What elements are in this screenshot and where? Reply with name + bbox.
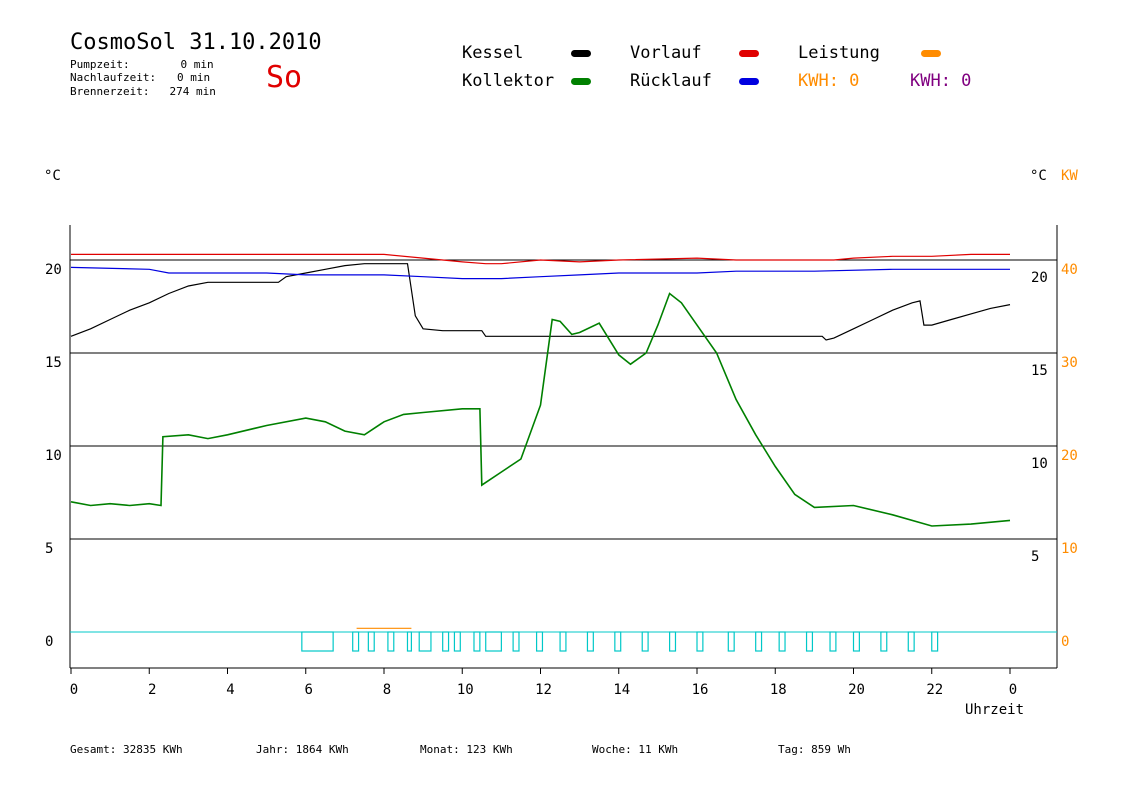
- x-tick-label: 22: [926, 682, 943, 698]
- pump-pulse: [418, 631, 432, 652]
- pump-pulse: [755, 631, 763, 652]
- y-tick-right-kw: 20: [1061, 448, 1078, 464]
- x-tick-label: 0: [70, 682, 78, 698]
- series-line-ruecklauf: [70, 266, 1010, 280]
- pump-pulse: [387, 631, 395, 652]
- pump-pulse: [931, 631, 939, 652]
- footer-monat: Monat: 123 KWh: [420, 743, 513, 756]
- pump-pulse: [586, 631, 594, 652]
- legend-leistung-swatch: [921, 50, 941, 57]
- y-tick-right-kw: 30: [1061, 355, 1078, 371]
- pump-pulse: [442, 631, 450, 652]
- pump-pulse: [367, 631, 375, 652]
- x-tick-label: 8: [383, 682, 391, 698]
- y-tick-right: 15: [1031, 363, 1048, 379]
- pump-pulse: [453, 631, 461, 652]
- stat-pumpzeit: Pumpzeit: 0 min: [70, 58, 214, 71]
- pump-pulse: [696, 631, 704, 652]
- pump-pulse: [406, 631, 412, 652]
- stat-nachlaufzeit: Nachlaufzeit: 0 min: [70, 71, 211, 84]
- pump-pulse: [473, 631, 481, 652]
- pump-pulse: [907, 631, 915, 652]
- y-tick-right-kw: 10: [1061, 541, 1078, 557]
- pump-pulse: [535, 631, 544, 652]
- legend-vorlauf-swatch: [739, 50, 759, 57]
- footer-jahr: Jahr: 1864 KWh: [256, 743, 349, 756]
- pump-pulse: [778, 631, 786, 652]
- x-tick-label: 2: [148, 682, 156, 698]
- pump-pulse: [485, 631, 502, 652]
- x-tick-label: 16: [692, 682, 709, 698]
- pump-pulse: [852, 631, 860, 652]
- x-tick-label: 0: [1009, 682, 1017, 698]
- footer-gesamt: Gesamt: 32835 KWh: [70, 743, 183, 756]
- legend-ruecklauf-swatch: [739, 78, 759, 85]
- x-tick-label: 18: [770, 682, 787, 698]
- legend-kwh-orange: KWH: 0: [798, 71, 860, 91]
- right-axis-unit: °C: [1030, 168, 1047, 184]
- legend-kwh-purple: KWH: 0: [910, 71, 972, 91]
- pump-pulse: [559, 631, 567, 652]
- x-tick-label: 10: [457, 682, 474, 698]
- pump-pulse: [614, 631, 622, 652]
- legend-kessel-swatch: [571, 50, 591, 57]
- legend-leistung: Leistung: [798, 43, 880, 63]
- legend-vorlauf: Vorlauf: [630, 43, 702, 63]
- stat-brennerzeit: Brennerzeit: 274 min: [70, 85, 216, 98]
- x-tick-label: 20: [848, 682, 865, 698]
- legend-ruecklauf: Rücklauf: [630, 71, 712, 91]
- pump-pulse: [669, 631, 677, 652]
- pump-pulse: [512, 631, 520, 652]
- footer-tag: Tag: 859 Wh: [778, 743, 851, 756]
- pump-pulse: [880, 631, 888, 652]
- y-tick-left: 0: [45, 634, 53, 650]
- pump-pulse: [641, 631, 649, 652]
- series-line-vorlauf: [71, 253, 1010, 265]
- x-tick-label: 14: [613, 682, 630, 698]
- y-tick-left: 15: [45, 355, 62, 371]
- y-tick-left: 5: [45, 541, 53, 557]
- y-tick-left: 10: [45, 448, 62, 464]
- pump-pulse: [301, 631, 334, 652]
- pump-pulse: [829, 631, 837, 652]
- y-tick-right-kw: 0: [1061, 634, 1069, 650]
- x-tick-label: 6: [305, 682, 313, 698]
- series-line-kollektor: [70, 292, 1011, 527]
- y-tick-right: 10: [1031, 456, 1048, 472]
- x-tick-label: 4: [226, 682, 234, 698]
- y-tick-right: 20: [1031, 270, 1048, 286]
- right-axis-unit-kw: KW: [1061, 168, 1078, 184]
- footer-woche: Woche: 11 KWh: [592, 743, 679, 756]
- legend-kessel: Kessel: [462, 43, 524, 63]
- pump-pulse: [352, 631, 360, 652]
- y-tick-right: 5: [1031, 549, 1039, 565]
- pump-pulse: [727, 631, 735, 652]
- y-tick-right-kw: 40: [1061, 262, 1078, 278]
- y-tick-left: 20: [45, 262, 62, 278]
- series-line-kessel: [70, 263, 1011, 341]
- x-tick-label: 12: [535, 682, 552, 698]
- x-axis-label: Uhrzeit: [965, 702, 1025, 718]
- legend-kollektor: Kollektor: [462, 71, 555, 91]
- legend-kollektor-swatch: [571, 78, 591, 85]
- left-axis-unit: °C: [44, 168, 61, 184]
- weekday-label: So: [266, 60, 303, 95]
- pump-pulse: [805, 631, 814, 652]
- page-title: CosmoSol 31.10.2010: [70, 30, 322, 55]
